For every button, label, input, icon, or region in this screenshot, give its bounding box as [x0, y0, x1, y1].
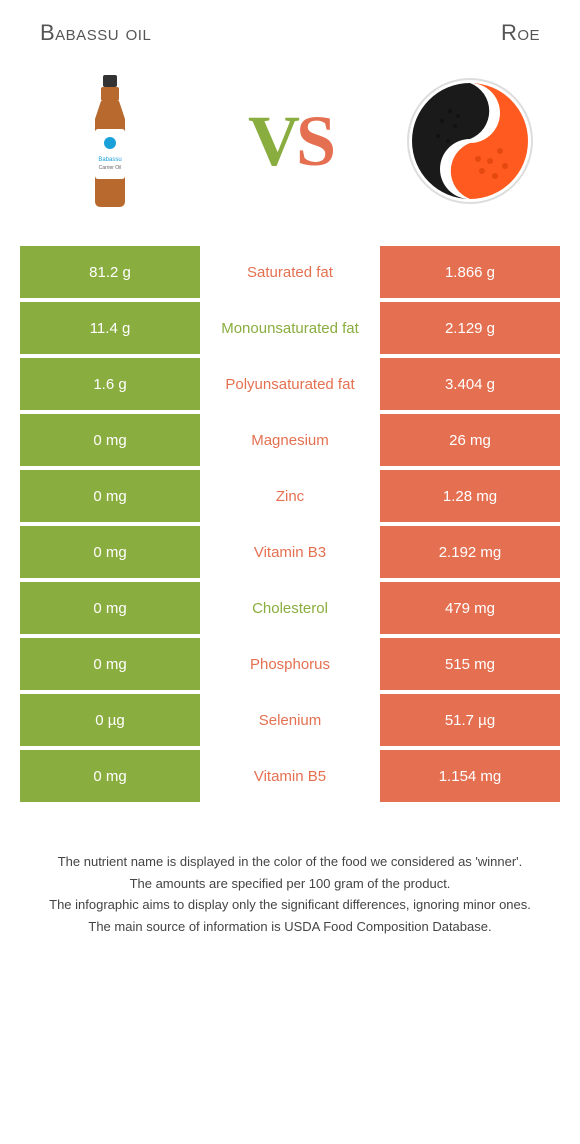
nutrient-label: Magnesium — [200, 414, 380, 466]
right-food-title: Roe — [501, 20, 540, 46]
left-value: 0 mg — [20, 526, 200, 578]
left-value: 0 mg — [20, 414, 200, 466]
right-value: 51.7 µg — [380, 694, 560, 746]
nutrient-label: Zinc — [200, 470, 380, 522]
nutrient-table: 81.2 gSaturated fat1.866 g11.4 gMonounsa… — [20, 246, 560, 802]
left-food-image: Babassu Carrier Oil — [40, 71, 180, 211]
left-value: 1.6 g — [20, 358, 200, 410]
left-food-title: Babassu oil — [40, 20, 151, 46]
right-value: 1.866 g — [380, 246, 560, 298]
left-value: 0 mg — [20, 582, 200, 634]
nutrient-label: Polyunsaturated fat — [200, 358, 380, 410]
left-value: 0 mg — [20, 470, 200, 522]
table-row: 0 mgVitamin B32.192 mg — [20, 526, 560, 578]
footnote-line: The main source of information is USDA F… — [30, 917, 550, 937]
nutrient-label: Vitamin B5 — [200, 750, 380, 802]
svg-text:Babassu: Babassu — [98, 157, 121, 163]
table-row: 11.4 gMonounsaturated fat2.129 g — [20, 302, 560, 354]
right-value: 3.404 g — [380, 358, 560, 410]
right-value: 515 mg — [380, 638, 560, 690]
nutrient-label: Vitamin B3 — [200, 526, 380, 578]
right-value: 1.28 mg — [380, 470, 560, 522]
table-row: 0 mgZinc1.28 mg — [20, 470, 560, 522]
right-value: 26 mg — [380, 414, 560, 466]
nutrient-label: Cholesterol — [200, 582, 380, 634]
table-row: 0 µgSelenium51.7 µg — [20, 694, 560, 746]
table-row: 0 mgPhosphorus515 mg — [20, 638, 560, 690]
table-row: 0 mgCholesterol479 mg — [20, 582, 560, 634]
footnote-line: The nutrient name is displayed in the co… — [30, 852, 550, 872]
left-value: 0 µg — [20, 694, 200, 746]
footnote-line: The amounts are specified per 100 gram o… — [30, 874, 550, 894]
left-value: 0 mg — [20, 750, 200, 802]
left-value: 11.4 g — [20, 302, 200, 354]
nutrient-label: Selenium — [200, 694, 380, 746]
svg-text:Carrier Oil: Carrier Oil — [99, 165, 122, 171]
nutrient-label: Phosphorus — [200, 638, 380, 690]
left-value: 81.2 g — [20, 246, 200, 298]
table-row: 0 mgMagnesium26 mg — [20, 414, 560, 466]
vs-label: VS — [248, 100, 332, 183]
right-value: 2.192 mg — [380, 526, 560, 578]
footnotes: The nutrient name is displayed in the co… — [0, 812, 580, 958]
nutrient-label: Saturated fat — [200, 246, 380, 298]
vs-v: V — [248, 101, 296, 181]
table-row: 0 mgVitamin B51.154 mg — [20, 750, 560, 802]
vs-s: S — [296, 101, 332, 181]
right-value: 479 mg — [380, 582, 560, 634]
right-value: 2.129 g — [380, 302, 560, 354]
right-value: 1.154 mg — [380, 750, 560, 802]
table-row: 81.2 gSaturated fat1.866 g — [20, 246, 560, 298]
right-food-image — [400, 71, 540, 211]
table-row: 1.6 gPolyunsaturated fat3.404 g — [20, 358, 560, 410]
left-value: 0 mg — [20, 638, 200, 690]
nutrient-label: Monounsaturated fat — [200, 302, 380, 354]
footnote-line: The infographic aims to display only the… — [30, 895, 550, 915]
